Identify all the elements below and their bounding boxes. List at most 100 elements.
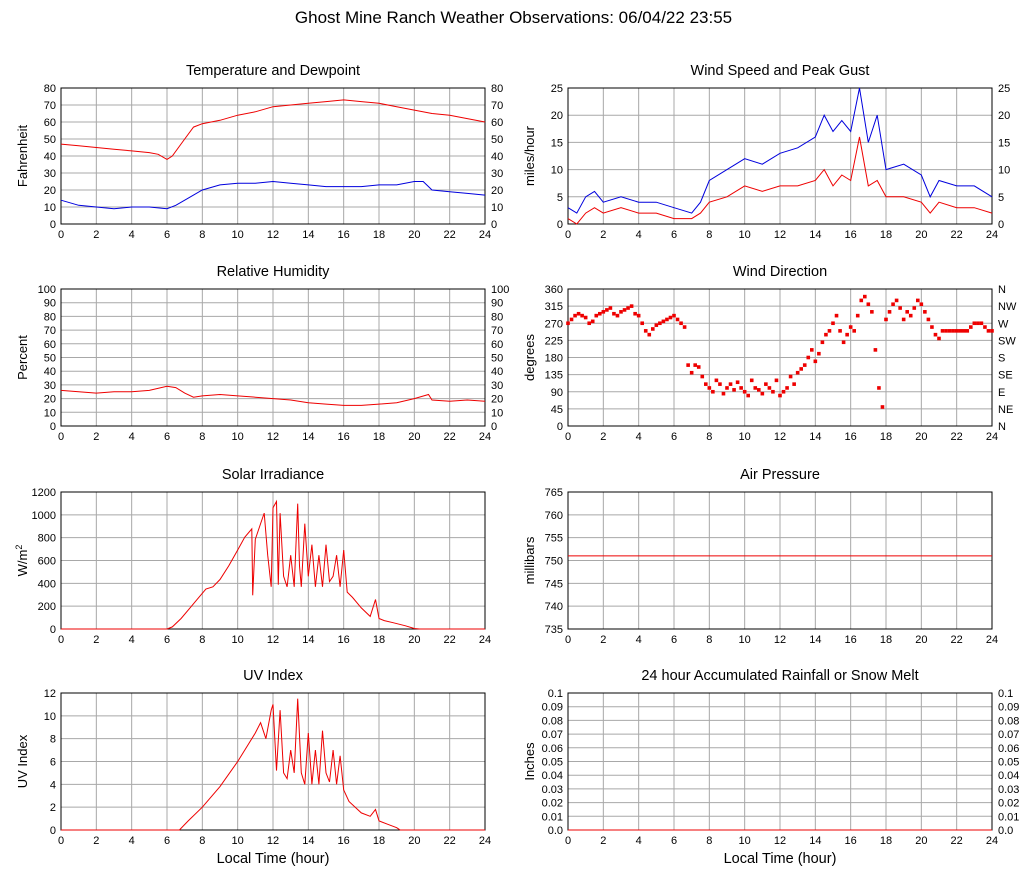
data-point	[739, 386, 743, 390]
y-tick-label: 0	[557, 219, 563, 231]
x-tick-label: 10	[232, 835, 244, 847]
x-tick-label: 18	[373, 634, 385, 646]
data-point	[735, 380, 740, 385]
x-tick-label: 24	[479, 229, 491, 241]
x-tick-label: 6	[164, 634, 170, 646]
x-tick-label: 2	[600, 229, 606, 241]
x-tick-label: 12	[267, 634, 279, 646]
y-tick-label: 0	[557, 421, 563, 433]
y-tick-label: 50	[44, 353, 56, 365]
data-point	[682, 325, 687, 329]
x-tick-label: 10	[739, 431, 751, 443]
chart-rain: 24 hour Accumulated Rainfall or Snow Mel…	[522, 668, 1019, 867]
x-tick-label: 8	[199, 431, 205, 443]
y-tick-label: 0.02	[542, 798, 563, 810]
y-tick-label: 745	[545, 578, 563, 590]
y-axis-label: W/m2	[14, 545, 30, 577]
right-tick-label: 0	[491, 421, 497, 433]
data-point	[619, 310, 623, 314]
x-tick-label: 8	[706, 431, 712, 443]
y-tick-label: 0.05	[542, 757, 563, 769]
data-point	[707, 386, 712, 390]
y-tick-label: 15	[551, 137, 563, 149]
x-tick-label: 24	[986, 229, 998, 241]
x-tick-label: 16	[845, 835, 857, 847]
right-tick-label: 0	[491, 219, 497, 231]
x-axis-label: Local Time (hour)	[217, 851, 330, 867]
data-point	[640, 321, 644, 326]
x-tick-label: 14	[302, 229, 314, 241]
x-tick-label: 6	[671, 229, 677, 241]
x-tick-label: 16	[338, 431, 350, 443]
x-tick-label: 2	[600, 835, 606, 847]
chart-title: Air Pressure	[740, 467, 820, 483]
data-point	[725, 386, 729, 390]
data-point	[863, 294, 867, 299]
data-point	[774, 378, 779, 383]
x-tick-label: 10	[232, 634, 244, 646]
data-point	[711, 389, 715, 394]
x-tick-label: 6	[164, 835, 170, 847]
data-point	[686, 363, 690, 367]
y-tick-label: 10	[44, 407, 56, 419]
right-tick-label: 30	[491, 168, 503, 180]
y-tick-label: 0.06	[542, 743, 563, 755]
y-tick-label: 315	[545, 301, 563, 313]
x-tick-label: 8	[706, 835, 712, 847]
right-tick-label: 25	[998, 83, 1010, 95]
y-tick-label: 225	[545, 335, 563, 347]
x-tick-label: 18	[880, 431, 892, 443]
data-point	[866, 302, 871, 307]
x-axis-label: Local Time (hour)	[724, 851, 837, 867]
x-tick-label: 16	[845, 634, 857, 646]
right-tick-label: 60	[491, 117, 503, 129]
y-tick-label: 2	[50, 802, 56, 814]
x-tick-label: 22	[951, 431, 963, 443]
x-tick-label: 14	[302, 634, 314, 646]
x-tick-label: 18	[373, 835, 385, 847]
data-point	[972, 321, 977, 326]
x-tick-label: 0	[565, 634, 571, 646]
data-point	[986, 329, 991, 333]
x-tick-label: 24	[479, 835, 491, 847]
data-point	[795, 370, 800, 375]
data-point	[647, 332, 652, 337]
x-tick-label: 6	[671, 634, 677, 646]
x-tick-label: 20	[408, 431, 420, 443]
x-tick-label: 2	[600, 634, 606, 646]
right-tick-label: 0.02	[998, 798, 1019, 810]
data-point	[824, 332, 828, 337]
y-tick-label: 70	[44, 325, 56, 337]
data-point	[622, 308, 627, 312]
right-tick-label: 20	[998, 110, 1010, 122]
x-tick-label: 4	[636, 431, 642, 443]
data-point	[887, 310, 892, 314]
x-tick-label: 0	[58, 835, 64, 847]
y-tick-label: 80	[44, 83, 56, 95]
y-tick-label: 0.03	[542, 784, 563, 796]
x-tick-label: 2	[93, 634, 99, 646]
data-point	[704, 382, 708, 386]
page-title: Ghost Mine Ranch Weather Observations: 0…	[294, 8, 733, 27]
right-tick-label: 5	[998, 192, 1004, 204]
y-tick-label: 70	[44, 100, 56, 112]
data-point	[728, 382, 733, 386]
data-point	[576, 311, 581, 316]
data-point	[753, 386, 758, 390]
data-point	[605, 308, 609, 312]
y-tick-label: 0	[50, 421, 56, 433]
data-point	[665, 317, 669, 322]
data-point	[757, 388, 761, 392]
data-point	[905, 310, 909, 314]
x-tick-label: 2	[93, 431, 99, 443]
x-tick-label: 20	[408, 835, 420, 847]
data-point	[566, 321, 570, 326]
chart-title: 24 hour Accumulated Rainfall or Snow Mel…	[641, 668, 918, 684]
y-tick-label: 0	[50, 219, 56, 231]
data-point	[831, 321, 835, 326]
x-tick-label: 14	[302, 835, 314, 847]
right-tick-label: 60	[491, 339, 503, 351]
x-tick-label: 12	[267, 835, 279, 847]
